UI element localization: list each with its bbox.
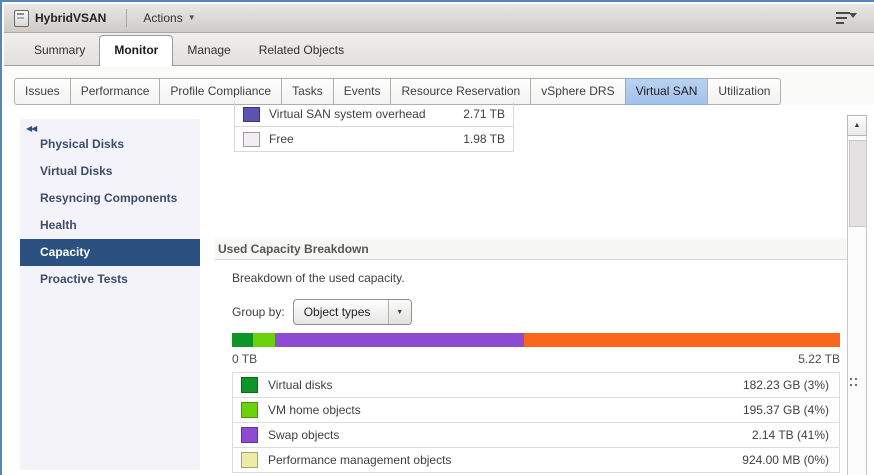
- capacity-overview-table: Virtual SAN system overhead 2.71 TB Free…: [234, 102, 514, 152]
- table-row: Swap objects 2.14 TB (41%): [233, 423, 839, 448]
- subtab-vsphere-drs[interactable]: vSphere DRS: [530, 78, 626, 105]
- overview-row-label: Virtual SAN system overhead: [269, 107, 426, 121]
- related-items-menu-icon[interactable]: [834, 9, 858, 27]
- sidebar-item-physical-disks[interactable]: Physical Disks: [40, 137, 125, 151]
- overview-row-value: 1.98 TB: [463, 132, 505, 146]
- tab-monitor[interactable]: Monitor: [99, 35, 174, 66]
- table-row: Virtual disks 182.23 GB (3%): [233, 373, 839, 398]
- object-titlebar: HybridVSAN Actions ▼: [4, 4, 874, 33]
- caret-down-icon: ▼: [187, 13, 196, 22]
- swap-objects-swatch: [241, 427, 258, 443]
- legend-row-label: VM home objects: [268, 403, 361, 417]
- table-row: Performance management objects 924.00 MB…: [233, 448, 839, 473]
- content-area: ◀◀ Physical Disks Virtual Disks Resyncin…: [4, 102, 874, 475]
- table-row: Free 1.98 TB: [235, 126, 513, 151]
- actions-label: Actions: [143, 11, 183, 25]
- axis-start-label: 0 TB: [232, 352, 258, 366]
- overview-row-value: 2.71 TB: [463, 107, 505, 121]
- sidebar-item-proactive-tests[interactable]: Proactive Tests: [40, 272, 128, 286]
- capacity-bar-segment: [252, 333, 276, 347]
- legend-row-value: 195.37 GB (4%): [742, 403, 829, 417]
- performance-management-objects-swatch: [241, 452, 258, 468]
- capacity-bar-segment: [275, 333, 525, 347]
- subtab-issues[interactable]: Issues: [14, 78, 71, 105]
- breakdown-description: Breakdown of the used capacity.: [232, 271, 405, 285]
- legend-row-value: 924.00 MB (0%): [742, 453, 829, 467]
- subtab-performance[interactable]: Performance: [69, 78, 161, 105]
- splitter-grip-icon[interactable]: [850, 378, 860, 390]
- scroll-up-button[interactable]: ▲: [847, 115, 867, 136]
- sidebar-item-health[interactable]: Health: [40, 218, 77, 232]
- subtab-profile-compliance[interactable]: Profile Compliance: [159, 78, 283, 105]
- table-row: VM home objects 195.37 GB (4%): [233, 398, 839, 423]
- breakdown-legend-table: Virtual disks 182.23 GB (3%) VM home obj…: [232, 372, 840, 473]
- capacity-sidebar: ◀◀ Physical Disks Virtual Disks Resyncin…: [20, 119, 200, 470]
- section-title: Used Capacity Breakdown: [215, 238, 847, 260]
- legend-row-value: 182.23 GB (3%): [742, 378, 829, 392]
- vertical-scrollbar[interactable]: ▲: [847, 115, 867, 475]
- object-title: HybridVSAN: [35, 11, 107, 25]
- cluster-icon: [14, 9, 29, 27]
- titlebar-divider: [126, 9, 128, 27]
- group-by-label: Group by:: [232, 305, 285, 319]
- legend-row-value: 2.14 TB (41%): [751, 428, 829, 442]
- capacity-bar-segment: [232, 333, 253, 347]
- capacity-bar-segment: [524, 333, 840, 347]
- legend-row-label: Performance management objects: [268, 453, 452, 467]
- capacity-bar: [232, 333, 840, 347]
- vm-home-objects-swatch: [241, 402, 258, 418]
- subtab-utilization[interactable]: Utilization: [707, 78, 782, 105]
- sidebar-item-virtual-disks[interactable]: Virtual Disks: [40, 164, 113, 178]
- capacity-bar-axis: 0 TB 5.22 TB: [232, 352, 840, 366]
- legend-row-label: Swap objects: [268, 428, 340, 442]
- sidebar-item-capacity[interactable]: Capacity: [20, 239, 200, 266]
- tab-manage[interactable]: Manage: [187, 43, 231, 57]
- overhead-swatch: [243, 106, 260, 122]
- main-tab-bar: Summary Monitor Manage Related Objects: [4, 33, 874, 66]
- collapse-sidebar-icon[interactable]: ◀◀: [26, 124, 37, 133]
- overview-row-label: Free: [269, 132, 294, 146]
- subtab-events[interactable]: Events: [332, 78, 392, 105]
- tab-related-objects[interactable]: Related Objects: [258, 43, 345, 57]
- monitor-subtab-bar: Issues Performance Profile Compliance Ta…: [14, 78, 782, 105]
- legend-row-label: Virtual disks: [268, 378, 333, 392]
- sidebar-nav-list: Physical Disks Virtual Disks Resyncing C…: [20, 131, 200, 293]
- sidebar-item-resyncing-components[interactable]: Resyncing Components: [40, 191, 178, 205]
- free-swatch: [243, 131, 260, 147]
- subtab-virtual-san[interactable]: Virtual SAN: [624, 78, 709, 105]
- table-row: Virtual SAN system overhead 2.71 TB: [235, 102, 513, 126]
- group-by-dropdown[interactable]: Object types ▼: [292, 299, 412, 325]
- axis-end-label: 5.22 TB: [798, 352, 840, 366]
- dropdown-arrow-button[interactable]: ▼: [387, 300, 411, 324]
- monitor-subtab-row: Issues Performance Profile Compliance Ta…: [4, 67, 874, 105]
- tab-summary[interactable]: Summary: [34, 43, 86, 57]
- virtual-disks-swatch: [241, 377, 258, 393]
- group-by-selected-value: Object types: [303, 305, 371, 319]
- subtab-tasks[interactable]: Tasks: [281, 78, 334, 105]
- actions-menu-button[interactable]: Actions ▼: [137, 8, 201, 28]
- scrollbar-thumb[interactable]: [849, 140, 867, 227]
- subtab-resource-reservation[interactable]: Resource Reservation: [390, 78, 532, 105]
- group-by-row: Group by: Object types ▼: [232, 299, 412, 325]
